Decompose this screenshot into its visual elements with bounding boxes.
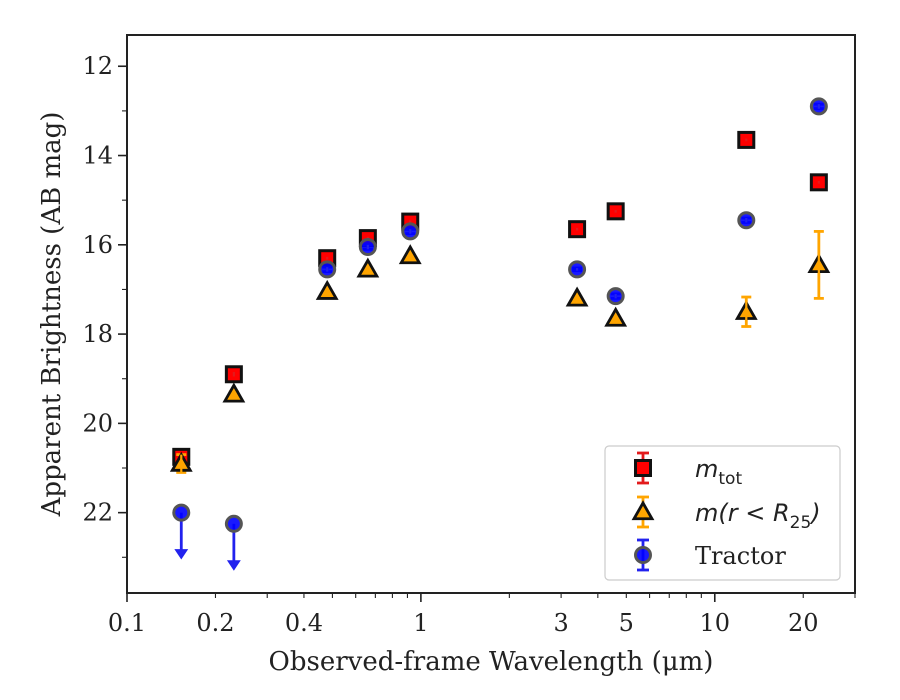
data-point [169,451,193,474]
x-tick-label: 5 [619,609,634,637]
data-point [565,286,589,307]
data-point [737,130,756,149]
data-point [809,173,828,192]
data-point [606,202,625,221]
y-axis-label: Apparent Brightness (AB mag) [37,112,67,518]
data-point [222,382,246,403]
data-point [356,257,380,278]
data-point [398,244,422,265]
data-point [568,260,587,279]
data-point [807,230,831,300]
data-point [224,365,243,384]
data-point [606,287,625,306]
data-point [737,211,756,230]
upper-limit-arrow-head [174,549,189,560]
legend-label-main: Tractor [695,542,786,570]
y-tick-label: 20 [82,409,113,437]
data-point [734,295,758,328]
data-point [172,503,191,560]
legend-entry-mtot: mtot [634,451,742,489]
legend: mtot m(r < R25) Tractor [604,445,841,581]
y-tick-label: 18 [82,320,113,348]
y-axis: 12 14 16 18 20 22 [82,52,127,558]
y-tick-label: 16 [82,231,113,259]
x-tick-label: 3 [553,609,568,637]
data-point [604,306,628,327]
legend-circle-marker [634,546,652,564]
data-point [809,97,828,116]
plot-content [169,97,831,571]
x-axis-label: Observed-frame Wavelength (μm) [269,647,714,677]
x-tick-label: 0.2 [196,609,234,637]
legend-label-subscript: tot [718,469,742,489]
data-point [568,220,587,239]
data-point [358,238,377,257]
series-tractor [172,97,828,571]
legend-label-subscript: 25 [790,513,812,533]
y-tick-label: 22 [82,499,113,527]
y-tick-label: 12 [82,52,113,80]
circle-marker [172,503,191,522]
legend-label-tail: ) [809,499,820,527]
legend-label: m(r < R25) [695,499,821,533]
series-mtot [172,130,828,466]
x-tick-label: 10 [700,609,731,637]
upper-limit-arrow-head [226,560,241,571]
legend-triangle-marker [631,500,655,521]
legend-label-main: m [695,455,718,483]
data-point [318,260,337,279]
legend-entry-mr25: m(r < R25) [631,495,821,533]
x-axis: 0.1 0.2 0.4 1 3 5 10 20 [108,593,856,637]
legend-entry-tractor: Tractor [634,538,786,572]
y-tick-label: 14 [82,142,113,170]
x-tick-label: 0.1 [108,609,146,637]
x-tick-label: 20 [788,609,819,637]
x-tick-label: 1 [413,609,428,637]
data-point [401,222,420,241]
circle-marker [224,514,243,533]
legend-label-main: m(r < R [695,499,790,527]
plot-frame [126,34,856,594]
data-point [315,279,339,300]
legend-label: Tractor [695,542,786,570]
legend-label: mtot [695,455,742,489]
x-tick-label: 0.4 [285,609,323,637]
series-mr25 [169,230,831,474]
legend-square-marker [634,459,652,477]
data-point [224,514,243,571]
legend-box [604,445,841,581]
